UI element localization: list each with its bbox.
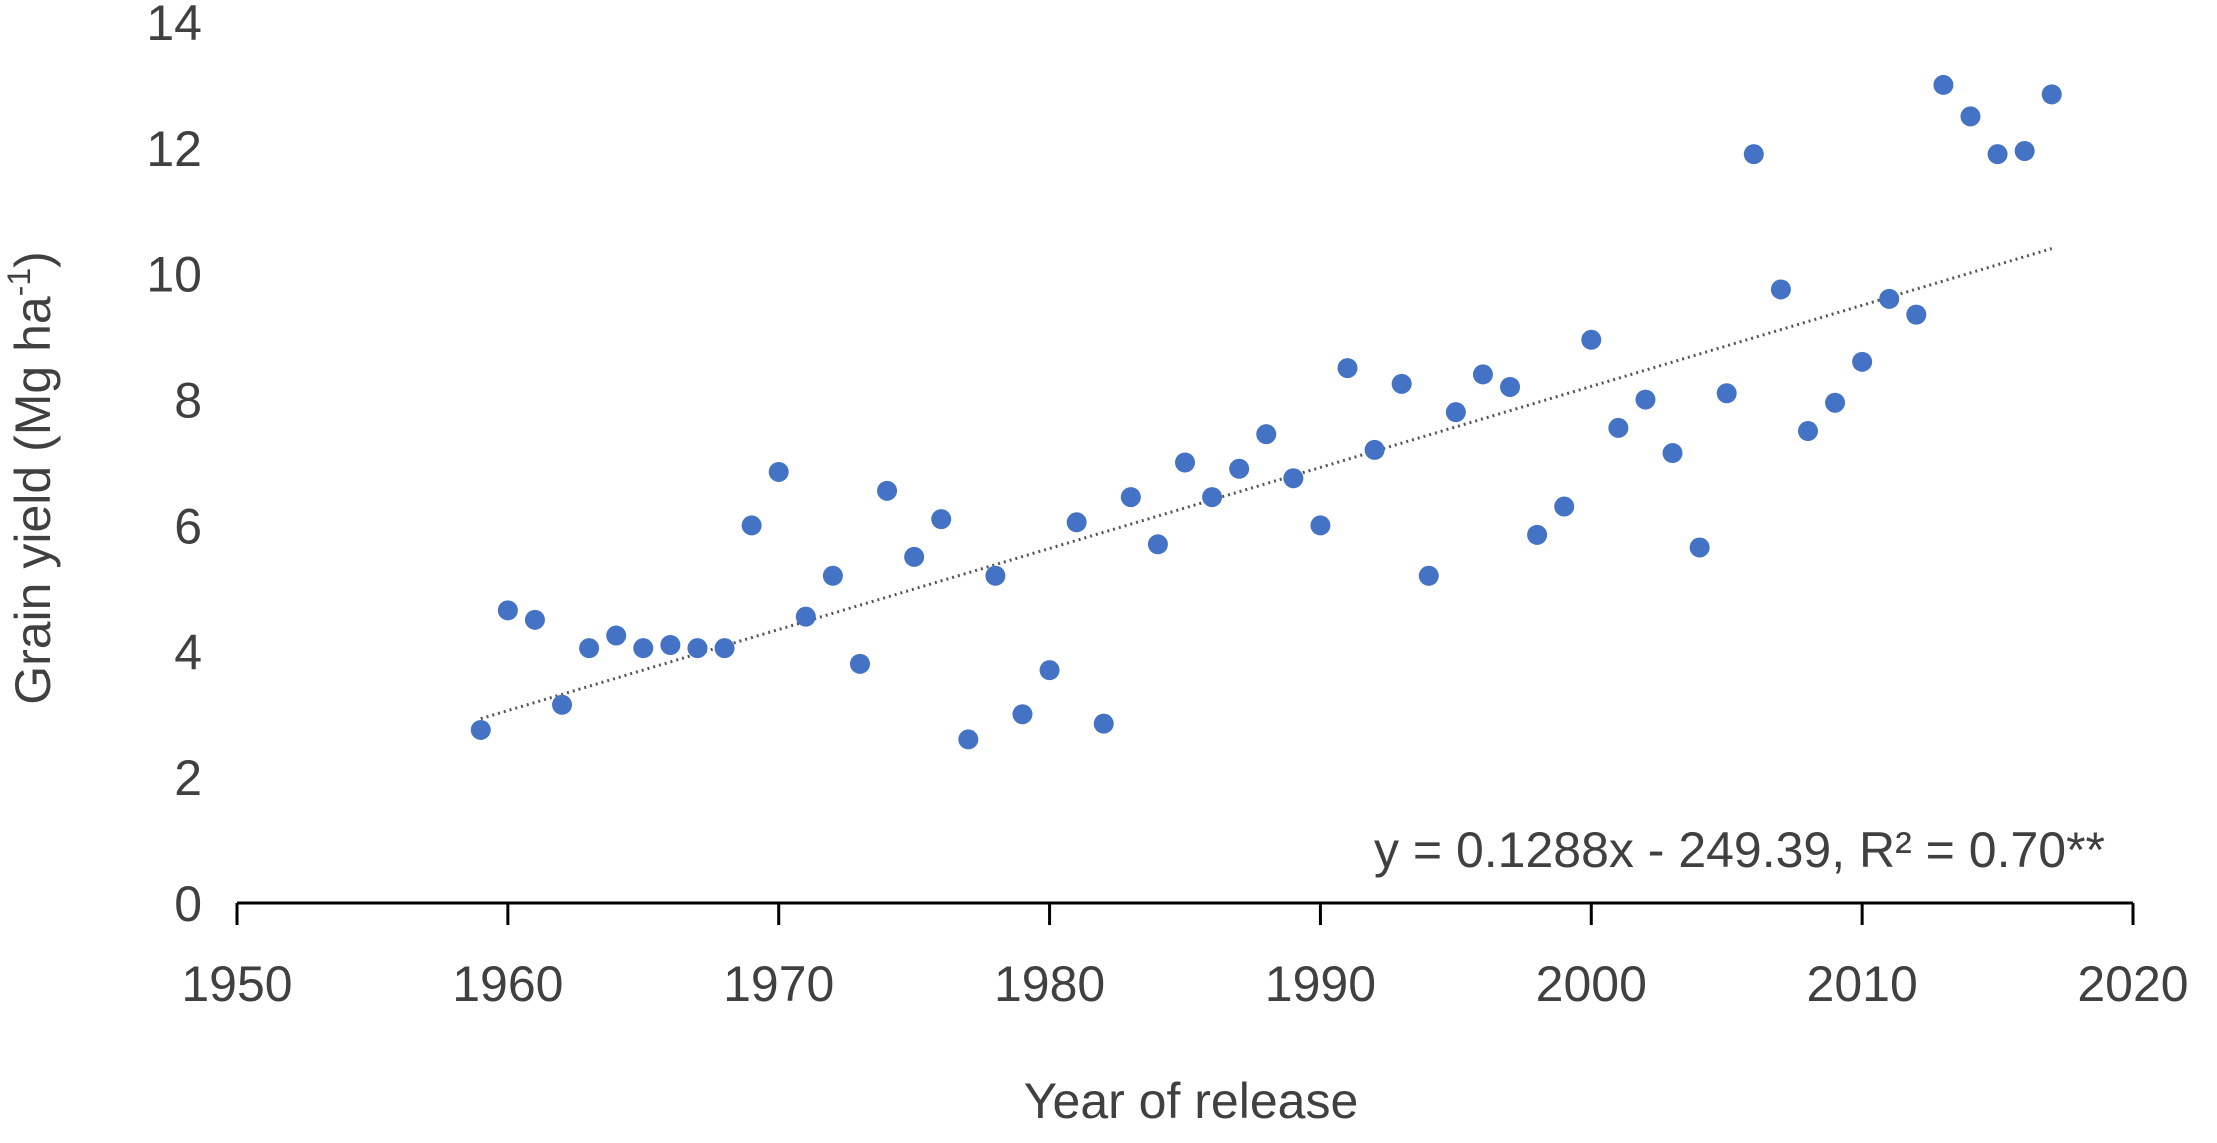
data-point — [768, 461, 789, 482]
x-tick-label: 1980 — [994, 956, 1105, 1012]
data-point — [1202, 487, 1223, 508]
data-point — [1527, 524, 1548, 545]
data-point — [1283, 468, 1304, 489]
y-axis-title-main: Grain yield (Mg ha — [5, 296, 61, 705]
x-tick-label: 2020 — [2077, 956, 2188, 1012]
y-axis-title-sup: -1 — [1, 268, 37, 296]
data-point — [741, 515, 762, 536]
y-axis-title-close: ) — [5, 251, 61, 268]
data-point — [849, 653, 870, 674]
data-point — [660, 634, 681, 655]
x-axis-title: Year of release — [1024, 1073, 1359, 1129]
data-point — [822, 565, 843, 586]
data-point — [1608, 417, 1629, 438]
data-point — [1418, 565, 1439, 586]
data-point — [1175, 452, 1195, 473]
data-points — [470, 74, 2062, 750]
y-axis-title: Grain yield (Mg ha-1) — [1, 251, 61, 705]
data-point — [985, 565, 1006, 586]
data-point — [579, 638, 600, 659]
data-point — [2014, 141, 2035, 162]
data-point — [1987, 144, 2008, 165]
regression-equation: y = 0.1288x - 249.39, R² = 0.70** — [1374, 822, 2105, 878]
data-point — [1256, 424, 1277, 445]
data-point — [904, 546, 925, 567]
data-point — [552, 694, 573, 715]
data-point — [1797, 421, 1818, 442]
y-tick-label: 4 — [174, 624, 202, 680]
data-point — [1012, 704, 1033, 725]
data-point — [1635, 389, 1656, 410]
y-tick-label: 14 — [146, 0, 202, 51]
x-tick-label: 1990 — [1265, 956, 1376, 1012]
data-point — [1716, 383, 1737, 404]
x-tick-labels: 1950 1960 1970 1980 1990 2000 2010 2020 — [181, 956, 2188, 1012]
data-point — [1120, 487, 1141, 508]
data-point — [606, 625, 627, 646]
y-tick-label: 12 — [146, 121, 202, 177]
y-tick-label: 6 — [174, 498, 202, 554]
data-point — [1689, 537, 1710, 558]
data-point — [1445, 402, 1466, 423]
data-point — [958, 729, 979, 750]
data-point — [1770, 279, 1791, 300]
data-point — [1093, 713, 1114, 734]
data-point — [1500, 376, 1521, 397]
data-point — [1879, 288, 1900, 309]
data-point — [1906, 304, 1927, 325]
x-tick-label: 1950 — [181, 956, 292, 1012]
data-point — [877, 480, 898, 501]
data-point — [1310, 515, 1331, 536]
data-point — [1337, 358, 1358, 379]
data-point — [714, 638, 735, 659]
y-tick-label: 8 — [174, 373, 202, 429]
data-point — [633, 638, 654, 659]
data-point — [1147, 534, 1168, 555]
data-point — [2041, 84, 2062, 105]
data-point — [1554, 496, 1575, 517]
data-point — [1743, 144, 1764, 165]
data-point — [470, 719, 491, 740]
data-point — [1960, 106, 1981, 127]
data-point — [1581, 329, 1602, 350]
y-tick-label: 0 — [174, 876, 202, 932]
x-tick-label: 2000 — [1536, 956, 1647, 1012]
data-point — [524, 609, 545, 630]
y-tick-labels: 0 2 4 6 8 10 12 14 — [146, 0, 202, 932]
y-tick-label: 10 — [146, 247, 202, 303]
y-tick-label: 2 — [174, 750, 202, 806]
data-point — [1852, 351, 1873, 372]
data-point — [1391, 373, 1412, 394]
data-point — [1662, 443, 1683, 464]
data-point — [497, 600, 518, 621]
data-point — [687, 638, 708, 659]
x-tick-label: 1960 — [452, 956, 563, 1012]
data-point — [1039, 660, 1060, 681]
data-point — [1364, 439, 1385, 460]
data-point — [795, 606, 816, 627]
data-point — [931, 509, 952, 530]
data-point — [1229, 458, 1250, 479]
x-tick-label: 1970 — [723, 956, 834, 1012]
x-tick-marks — [235, 903, 2135, 925]
data-point — [1933, 74, 1954, 95]
data-point — [1066, 512, 1087, 533]
data-point — [1472, 364, 1493, 385]
data-point — [1825, 392, 1846, 413]
x-tick-label: 2010 — [1807, 956, 1918, 1012]
